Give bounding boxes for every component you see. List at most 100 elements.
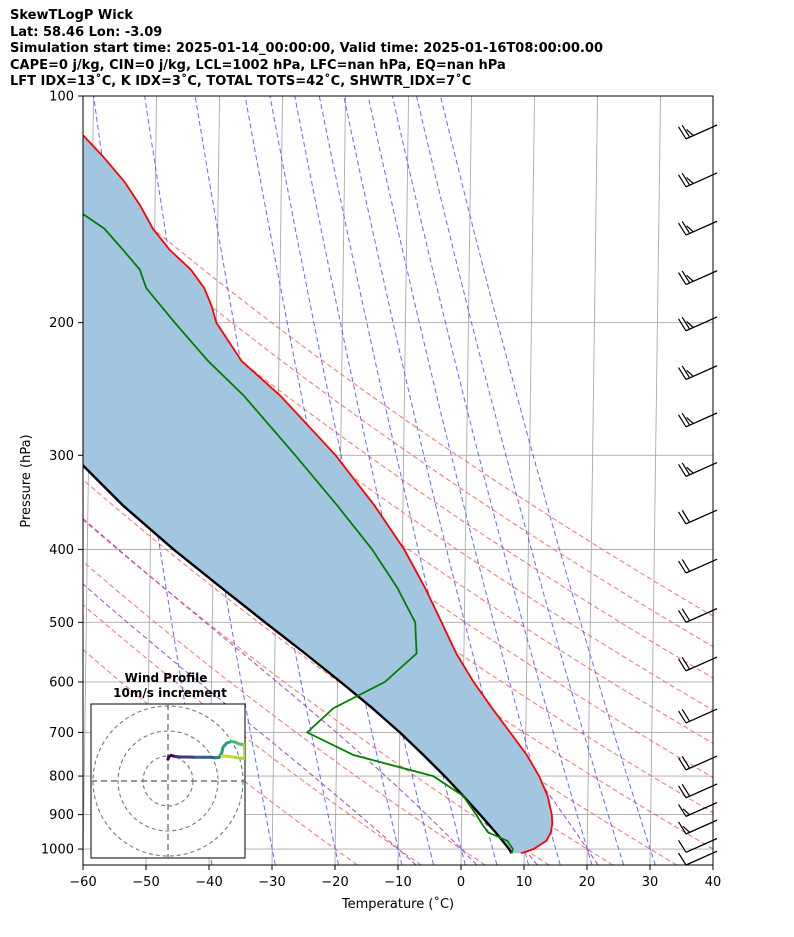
wind-barb-flag (678, 804, 687, 817)
wind-barb-staff (685, 850, 718, 866)
wind-barb (678, 412, 718, 428)
wind-barb-flag (678, 222, 687, 236)
x-tick-label: −40 (195, 875, 222, 890)
wind-barb-flag (681, 462, 691, 476)
wind-barb (678, 316, 718, 332)
wind-barb-staff (685, 509, 718, 525)
y-tick-label: 800 (49, 770, 74, 785)
hodograph-trace-segment (242, 743, 245, 760)
wind-barb-flag (686, 225, 694, 233)
wind-barb (678, 607, 718, 623)
y-tick-label: 400 (49, 543, 74, 558)
dry-adiabat-line (83, 648, 358, 865)
dry-adiabat-line (83, 231, 713, 679)
y-tick-label: 700 (49, 726, 74, 741)
wind-barb-flag (678, 464, 687, 477)
wind-barb-flag (678, 757, 687, 771)
y-axis-label: Pressure (hPa) (19, 434, 34, 527)
wind-barb-flag (681, 559, 691, 572)
wind-barb-flag (678, 126, 687, 140)
y-tick-label: 500 (49, 616, 74, 631)
hodograph-subtitle: 10m/s increment (113, 686, 227, 700)
wind-barb-flag (681, 221, 691, 234)
y-tick-label: 1000 (41, 843, 74, 858)
wind-barb (678, 755, 718, 771)
wind-barb-staff (685, 837, 718, 853)
wind-barb-flag (686, 369, 694, 377)
wind-barb-staff (685, 461, 718, 477)
wind-barb-flag (681, 270, 691, 284)
dry-adiabat-line (83, 604, 422, 865)
wind-barb (678, 708, 718, 724)
wind-barb (678, 509, 718, 525)
wind-barb-staff (685, 220, 718, 236)
hodograph-ring (117, 730, 219, 832)
mixing-ratio-line (343, 96, 530, 865)
wind-barb-staff (685, 558, 718, 574)
isotherm-line (649, 96, 661, 865)
wind-barb-staff (685, 801, 718, 817)
dry-adiabat-line (83, 560, 486, 865)
wind-barb-staff (685, 656, 718, 672)
wind-barb-flag (678, 852, 687, 866)
x-tick-label: 20 (579, 875, 596, 890)
y-tick-label: 900 (49, 808, 74, 823)
cape-fill-area (83, 135, 553, 854)
chart-thermo-indices: LFT IDX=13˚C, K IDX=3˚C, TOTAL TOTS=42˚C… (10, 74, 472, 90)
y-tick-label: 300 (49, 449, 74, 464)
wind-barb-flag (678, 710, 687, 724)
wind-barb-flag (678, 272, 687, 285)
wind-barb-flag (681, 708, 691, 722)
wind-barb (678, 220, 718, 236)
wind-barb-flag (678, 414, 687, 428)
x-tick-label: −30 (258, 875, 285, 890)
wind-barb-flag (682, 808, 691, 816)
dry-adiabat-line (83, 519, 550, 865)
isotherm-line (776, 96, 787, 865)
wind-barb (678, 837, 718, 853)
chart-title-block: SkewTLogP Wick Lat: 58.46 Lon: -3.09 Sim… (10, 8, 790, 91)
wind-barb (678, 172, 718, 188)
wind-barb-staff (685, 124, 718, 140)
wind-barb (678, 124, 718, 140)
wind-barb-flag (681, 172, 691, 186)
wind-barb-flag (682, 825, 691, 833)
wind-barbs (678, 124, 718, 866)
wind-barb-flag (681, 509, 691, 523)
wind-barb (678, 656, 718, 672)
chart-times: Simulation start time: 2025-01-14_00:00:… (10, 41, 603, 57)
wind-barb-flag (678, 560, 687, 574)
wind-barb-staff (685, 708, 718, 724)
wind-barb-flag (678, 511, 687, 525)
chart-location: Lat: 58.46 Lon: -3.09 (10, 24, 163, 40)
parcel-env-fill (83, 135, 553, 854)
wind-barb-flag (678, 367, 687, 380)
wind-barb-flag (678, 174, 687, 188)
wind-barb-staff (685, 270, 718, 286)
wind-barb-flag (678, 610, 687, 623)
mixing-ratio-line (440, 96, 656, 865)
wind-barb-staff (685, 412, 718, 428)
parcel-profile-line (83, 463, 513, 854)
mixing-ratio-line (391, 96, 593, 865)
wind-barb-staff (685, 316, 718, 332)
wind-barb-flag (686, 129, 694, 137)
sounding-lines (83, 133, 554, 855)
wind-barb-flag (681, 412, 691, 426)
y-tick-label: 100 (49, 90, 74, 105)
wind-barb (678, 850, 718, 866)
wind-barb (678, 819, 718, 835)
mixing-ratio-line (416, 96, 625, 865)
isotherm-line (712, 832, 713, 865)
wind-barb-flag (686, 466, 694, 474)
x-tick-label: −60 (69, 875, 96, 890)
wind-barb-staff (685, 783, 718, 799)
wind-barb-flag (686, 177, 694, 184)
x-axis-label: Temperature (˚C) (341, 896, 454, 912)
wind-barb-staff (685, 755, 718, 771)
y-tick-label: 600 (49, 675, 74, 690)
x-tick-label: 10 (516, 875, 533, 890)
y-tick-label: 200 (49, 316, 74, 331)
dewpoint-line (83, 212, 514, 854)
